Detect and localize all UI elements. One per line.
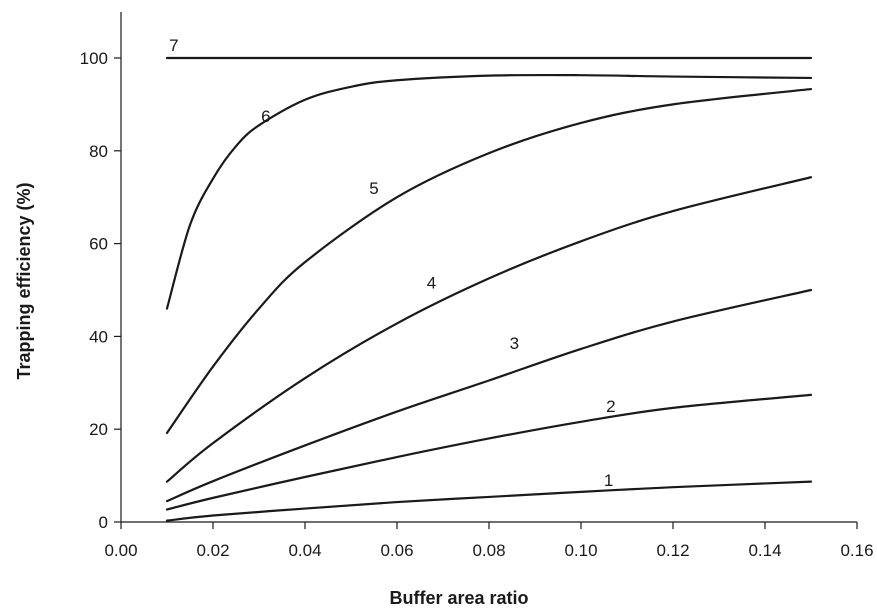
curve-labels: 1 2 3 4 5 6 7	[169, 36, 615, 490]
y-tick-label: 80	[89, 142, 108, 161]
series-line-6	[165, 73, 813, 310]
curve-label-3: 3	[510, 334, 519, 353]
y-tick-label: 0	[99, 513, 108, 532]
curve-label-4: 4	[427, 274, 436, 293]
series-line-4	[165, 176, 813, 483]
curve-label-6: 6	[261, 107, 270, 126]
curve-label-1: 1	[604, 471, 613, 490]
x-tick-label: 0.02	[196, 541, 229, 560]
y-tick-label: 20	[89, 420, 108, 439]
curve-label-2: 2	[606, 397, 615, 416]
y-axis-title: Trapping efficiency (%)	[14, 182, 34, 379]
series-line-1	[165, 480, 813, 522]
curve-label-5: 5	[369, 179, 378, 198]
curve-label-7: 7	[169, 36, 178, 55]
y-tick-label: 60	[89, 235, 108, 254]
x-tick-label: 0.06	[380, 541, 413, 560]
x-tick-label: 0.16	[840, 541, 873, 560]
x-tick-label: 0.10	[564, 541, 597, 560]
axes: 0.00 0.02 0.04 0.06 0.08 0.10 0.12 0.14 0.16 0 20 4…	[80, 12, 874, 560]
series-line-5	[165, 87, 813, 435]
y-tick-label: 40	[89, 327, 108, 346]
x-tick-label: 0.08	[472, 541, 505, 560]
series-line-2	[165, 393, 813, 511]
y-tick-label: 100	[80, 49, 108, 68]
x-tick-label: 0.04	[288, 541, 321, 560]
x-tick-label: 0.00	[104, 541, 137, 560]
x-axis-title: Buffer area ratio	[389, 588, 528, 608]
x-tick-label: 0.14	[748, 541, 781, 560]
series-line-3	[165, 288, 813, 503]
x-tick-label: 0.12	[656, 541, 689, 560]
series-group	[165, 56, 813, 522]
